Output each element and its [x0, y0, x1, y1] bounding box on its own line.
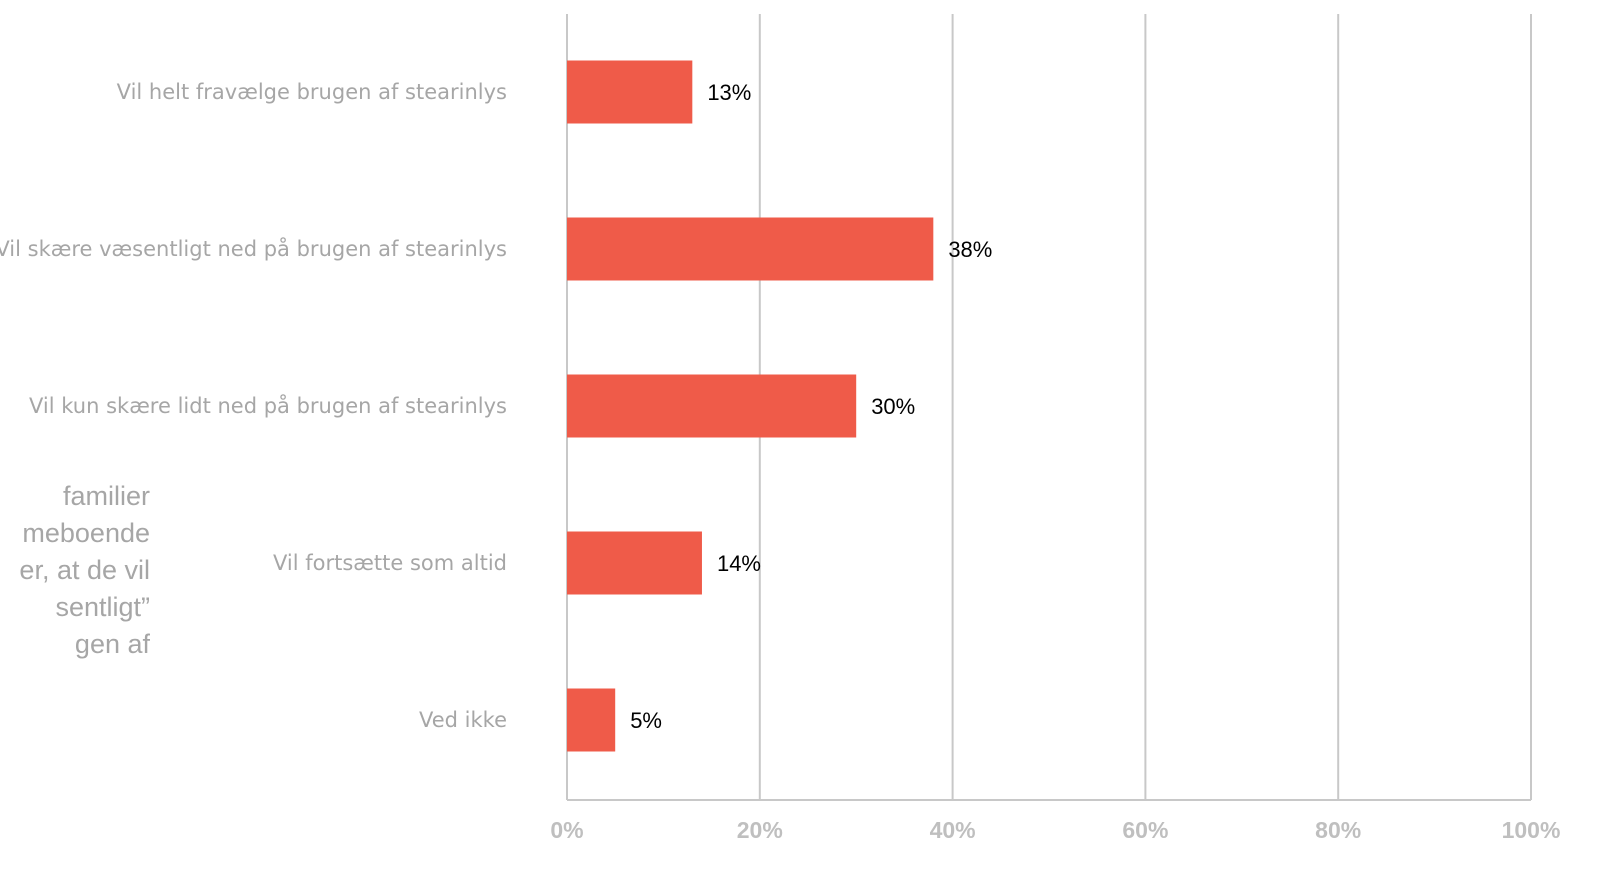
x-tick-label: 80%	[1315, 817, 1361, 843]
bar	[567, 374, 857, 438]
bar	[567, 688, 616, 752]
x-tick-label: 40%	[930, 817, 976, 843]
side-text-line: familier	[62, 481, 150, 511]
category-label: Vil fortsætte som altid	[273, 551, 507, 575]
x-tick-label: 0%	[550, 817, 583, 843]
data-label: 14%	[717, 551, 761, 576]
bars	[567, 60, 934, 752]
bar	[567, 217, 934, 281]
category-label: Ved ikke	[419, 708, 507, 732]
bar	[567, 531, 702, 595]
category-label: Vil helt fravælge brugen af stearinlys	[117, 80, 507, 104]
side-text-line: meboende	[22, 518, 150, 548]
data-label: 5%	[630, 708, 662, 733]
bar	[567, 60, 693, 124]
data-label: 13%	[707, 80, 751, 105]
labels: 0% 20% 40% 60% 80% 100% Vil helt fravælge brug…	[0, 80, 1560, 843]
side-text-line: er, at de vil	[19, 555, 150, 585]
x-tick-label: 100%	[1502, 817, 1561, 843]
x-tick-label: 60%	[1122, 817, 1168, 843]
category-label: Vil kun skære lidt ned på brugen af stea…	[29, 393, 507, 418]
category-label: Vil skære væsentligt ned på brugen af st…	[0, 236, 507, 261]
side-text-block: familier meboende er, at de vil sentligt…	[0, 478, 150, 663]
data-label: 38%	[948, 237, 992, 262]
side-text-line: gen af	[74, 629, 150, 659]
data-label: 30%	[871, 394, 915, 419]
x-tick-label: 20%	[737, 817, 783, 843]
side-text-line: sentligt”	[55, 592, 150, 622]
